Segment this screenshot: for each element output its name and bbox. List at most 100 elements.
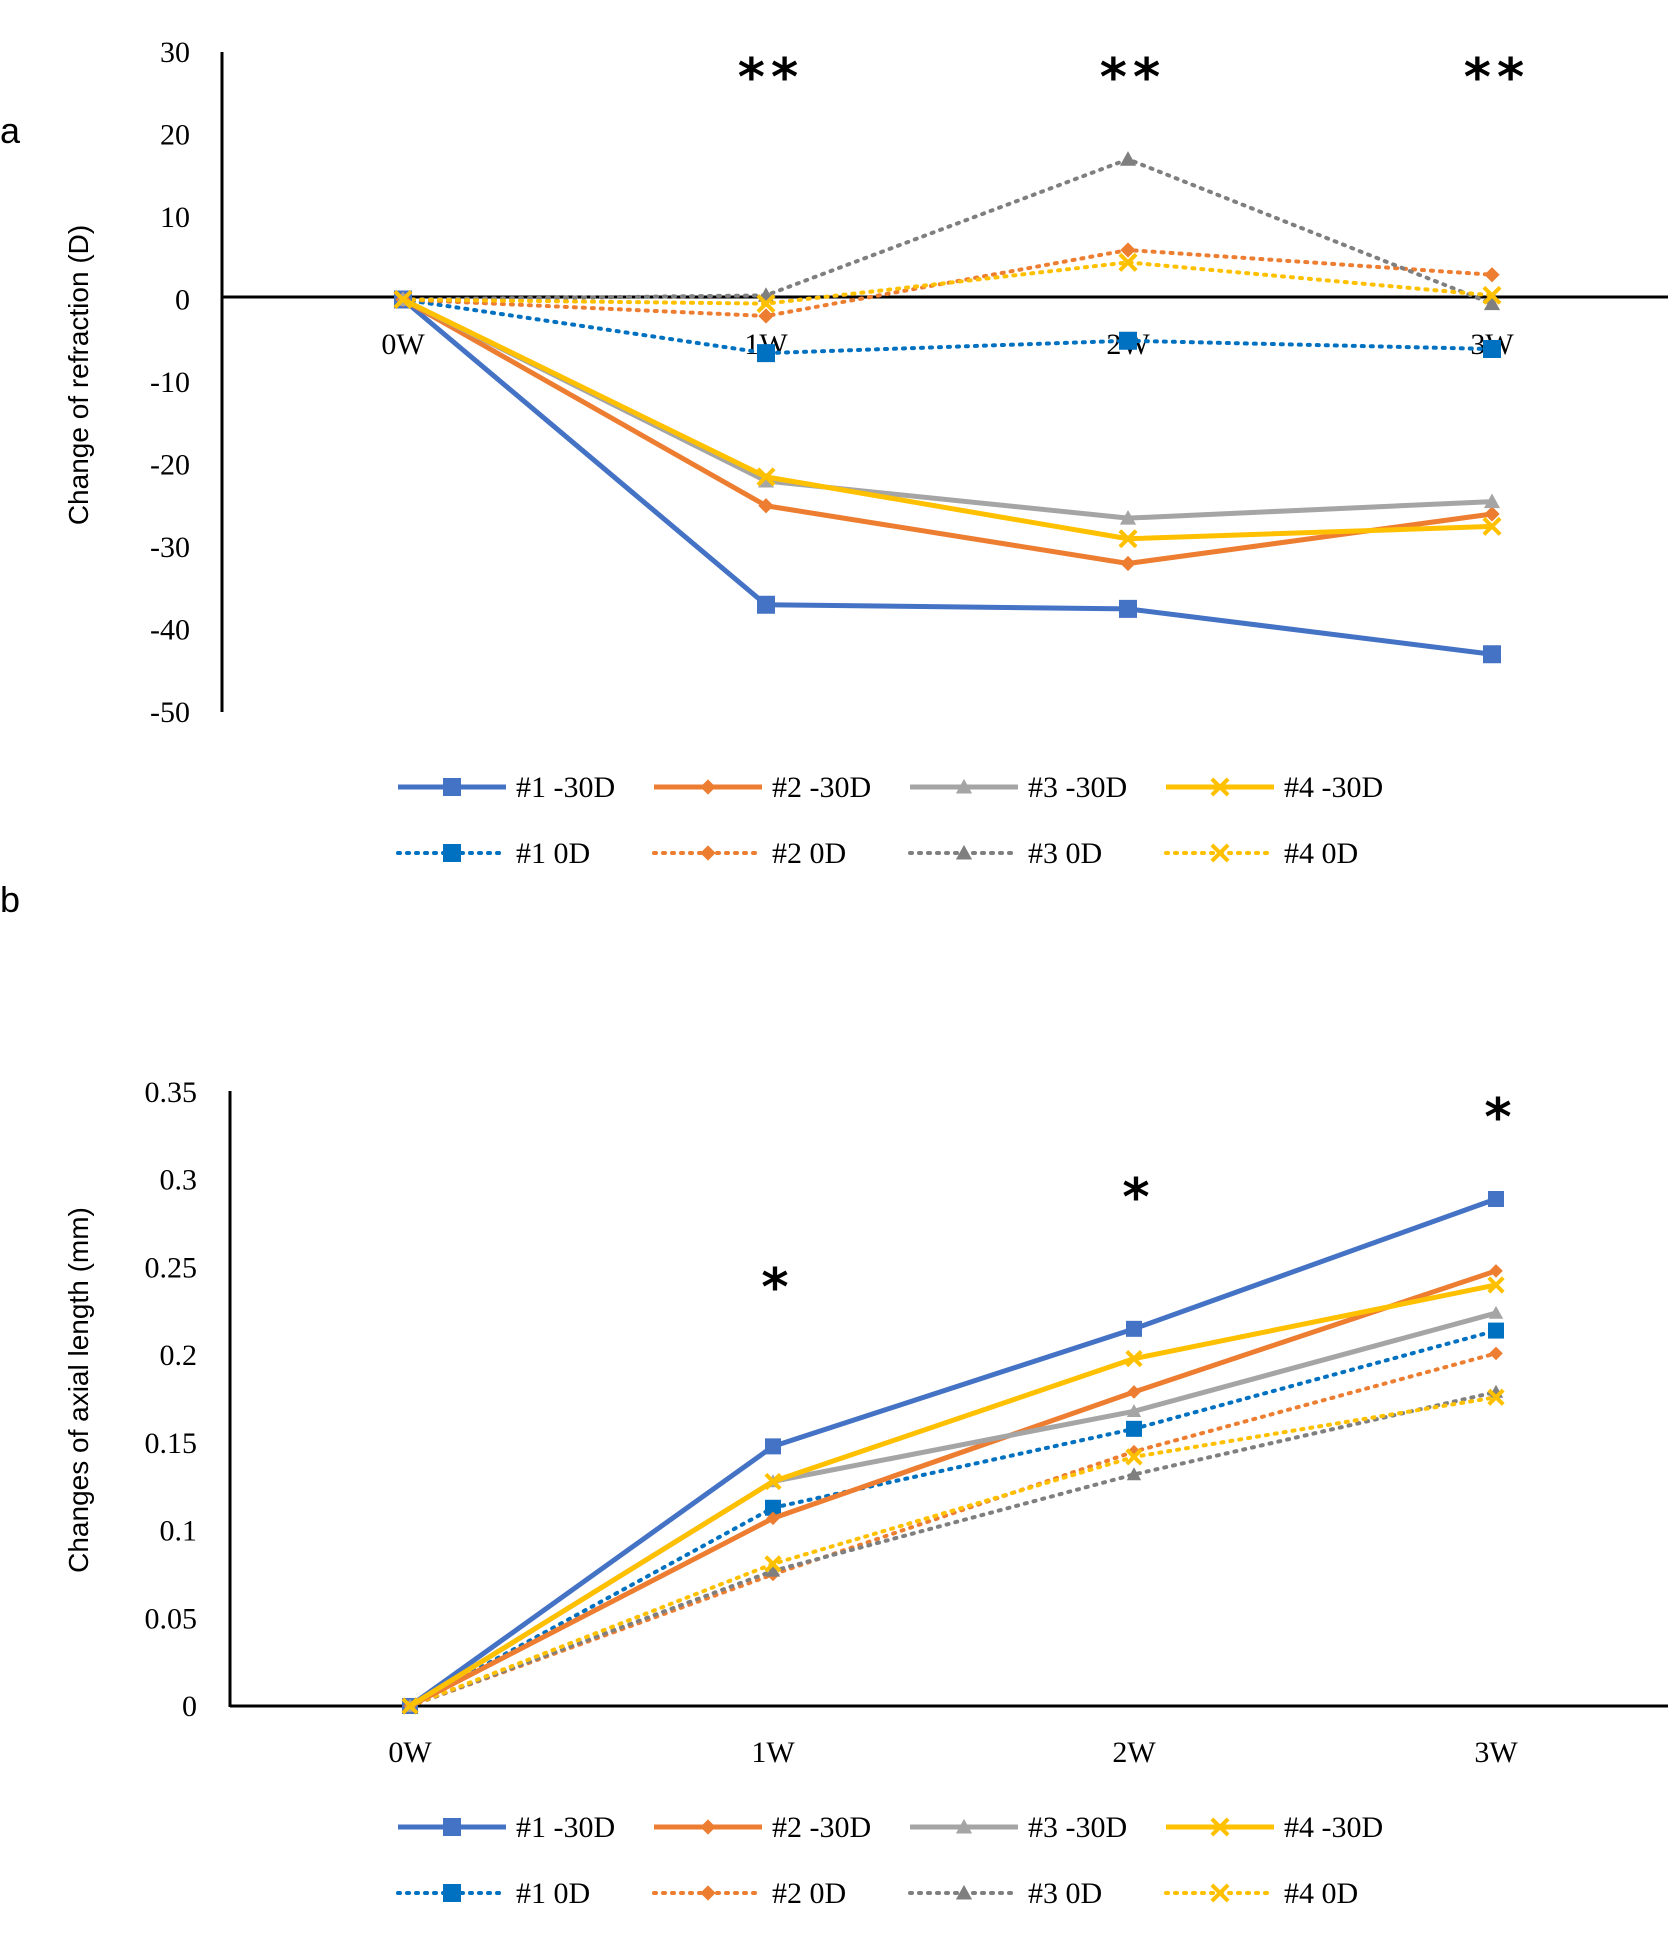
pb-data-point [1126, 1467, 1142, 1481]
pb-data-point [764, 1472, 782, 1491]
pb-data-point [1488, 1305, 1504, 1319]
pb-legend-item: #2 -30D [654, 1811, 871, 1844]
pa-series-line [401, 260, 1494, 306]
pa-legend-item: #2 -30D [654, 771, 871, 804]
pb-series-7 [401, 1388, 1505, 1715]
pb-legend-label: #4 -30D [1284, 1811, 1383, 1844]
pb-data-point [1125, 1448, 1143, 1466]
pa-data-point [1483, 295, 1501, 311]
pb-data-point [401, 1697, 419, 1715]
pb-data-point [1487, 1388, 1505, 1406]
pb-ytick-label: 0.1 [160, 1515, 198, 1548]
pb-ytick-label: 0.25 [145, 1251, 198, 1284]
pa-ytick-label: 20 [160, 119, 190, 152]
pa-data-point [1120, 555, 1136, 572]
pb-series-6 [402, 1384, 1504, 1712]
pb-significance-marker: * [1484, 1088, 1517, 1148]
pa-series-line [401, 297, 1493, 521]
pa-legend-item: #1 0D [396, 837, 590, 870]
pb-data-point [1489, 1264, 1503, 1278]
pa-legend-item: #2 0D [652, 837, 846, 870]
pa-legend-label: #2 0D [772, 837, 846, 870]
pa-data-point [756, 467, 776, 487]
pa-data-point [1119, 331, 1137, 350]
pb-data-point [1488, 1191, 1504, 1208]
pb-data-point [1126, 1404, 1142, 1418]
pb-legend-item: #1 0D [396, 1877, 590, 1910]
pa-data-point [757, 344, 775, 363]
pa-ytick-label: -20 [150, 449, 190, 482]
pa-legend-item: #4 -30D [1166, 771, 1383, 804]
pa-xtick-label: 0W [381, 328, 425, 361]
pb-ytick-label: 0 [182, 1690, 197, 1723]
pa-data-point [1118, 529, 1138, 549]
pa-legend-marker [955, 844, 973, 860]
pb-series-0 [402, 1191, 1504, 1714]
pb-data-point [764, 1555, 782, 1573]
pb-legend-marker [443, 1884, 461, 1902]
pa-legend-item: #4 0D [1164, 837, 1358, 870]
pa-legend-label: #1 -30D [516, 771, 615, 804]
pa-data-point [757, 595, 775, 614]
pa-data-point [1482, 516, 1502, 536]
pb-legend-item: #1 -30D [398, 1811, 615, 1844]
pa-significance-marker: ** [738, 48, 804, 108]
pb-data-point [1489, 1346, 1503, 1361]
pb-series-line [408, 1196, 1497, 1709]
pa-series-1 [395, 291, 1500, 572]
pb-series-line [408, 1351, 1498, 1708]
pa-legend-marker [700, 845, 716, 861]
pa-legend-item: #3 -30D [910, 771, 1127, 804]
pb-significance-marker: * [1122, 1168, 1155, 1228]
pa-legend-label: #4 -30D [1284, 771, 1383, 804]
pb-series-4 [402, 1322, 1504, 1714]
pa-ytick-label: -30 [150, 531, 190, 564]
pb-ytick-label: 0.2 [160, 1339, 198, 1372]
pb-ytick-label: 0.15 [145, 1427, 198, 1460]
pa-data-point [1484, 506, 1500, 522]
pb-data-point [1488, 1322, 1504, 1339]
pa-data-point [393, 289, 413, 310]
pb-series-line [408, 1268, 1497, 1709]
pa-legend-marker [1210, 777, 1230, 797]
pb-series-line [408, 1328, 1498, 1708]
pa-legend-marker [1210, 843, 1230, 863]
pa-series-5 [395, 242, 1500, 324]
pb-data-point [765, 1438, 781, 1455]
pb-legend-item: #2 0D [652, 1877, 846, 1910]
pa-series-4 [394, 290, 1501, 363]
pb-legend-label: #1 0D [516, 1877, 590, 1910]
pa-legend-label: #4 0D [1284, 837, 1358, 870]
pa-series-line [401, 297, 1493, 566]
pa-ytick-label: 0 [175, 284, 190, 317]
pa-data-point [758, 308, 774, 324]
pa-ytick-label: -50 [150, 696, 190, 729]
panel-a-ylabel: Change of refraction (D) [63, 225, 94, 525]
pb-legend-item: #4 0D [1164, 1877, 1358, 1910]
pa-ytick-label: -40 [150, 614, 190, 647]
pa-series-2 [394, 291, 1501, 525]
pa-ytick-label: 10 [160, 201, 190, 234]
pa-legend-item: #1 -30D [398, 771, 615, 804]
pb-legend-marker [955, 1884, 973, 1900]
pb-data-point [765, 1563, 781, 1577]
pb-series-1 [403, 1264, 1503, 1713]
pb-legend-marker [700, 1819, 716, 1835]
pb-data-point [1127, 1385, 1141, 1399]
pb-legend-marker [700, 1885, 716, 1901]
pa-significance-marker: ** [1464, 48, 1530, 108]
pa-ytick-label: 30 [160, 36, 190, 69]
pb-ytick-label: 0.05 [145, 1602, 198, 1635]
pa-data-point [1483, 645, 1501, 664]
pb-data-point [766, 1511, 780, 1526]
pb-data-point [1126, 1320, 1142, 1337]
chart-panel-b: 0.350.30.250.20.150.10.050 0W 1W 2W 3W *** … [145, 1076, 1668, 1910]
pb-ytick-label: 0.3 [160, 1164, 198, 1197]
pa-legend-label: #1 0D [516, 837, 590, 870]
pa-legend-item: #3 0D [908, 837, 1102, 870]
pa-legend-label: #3 0D [1028, 837, 1102, 870]
pa-series-line [401, 297, 1494, 356]
pa-data-point [758, 498, 774, 514]
pa-data-point [1482, 285, 1502, 305]
pa-legend-marker [955, 778, 973, 794]
